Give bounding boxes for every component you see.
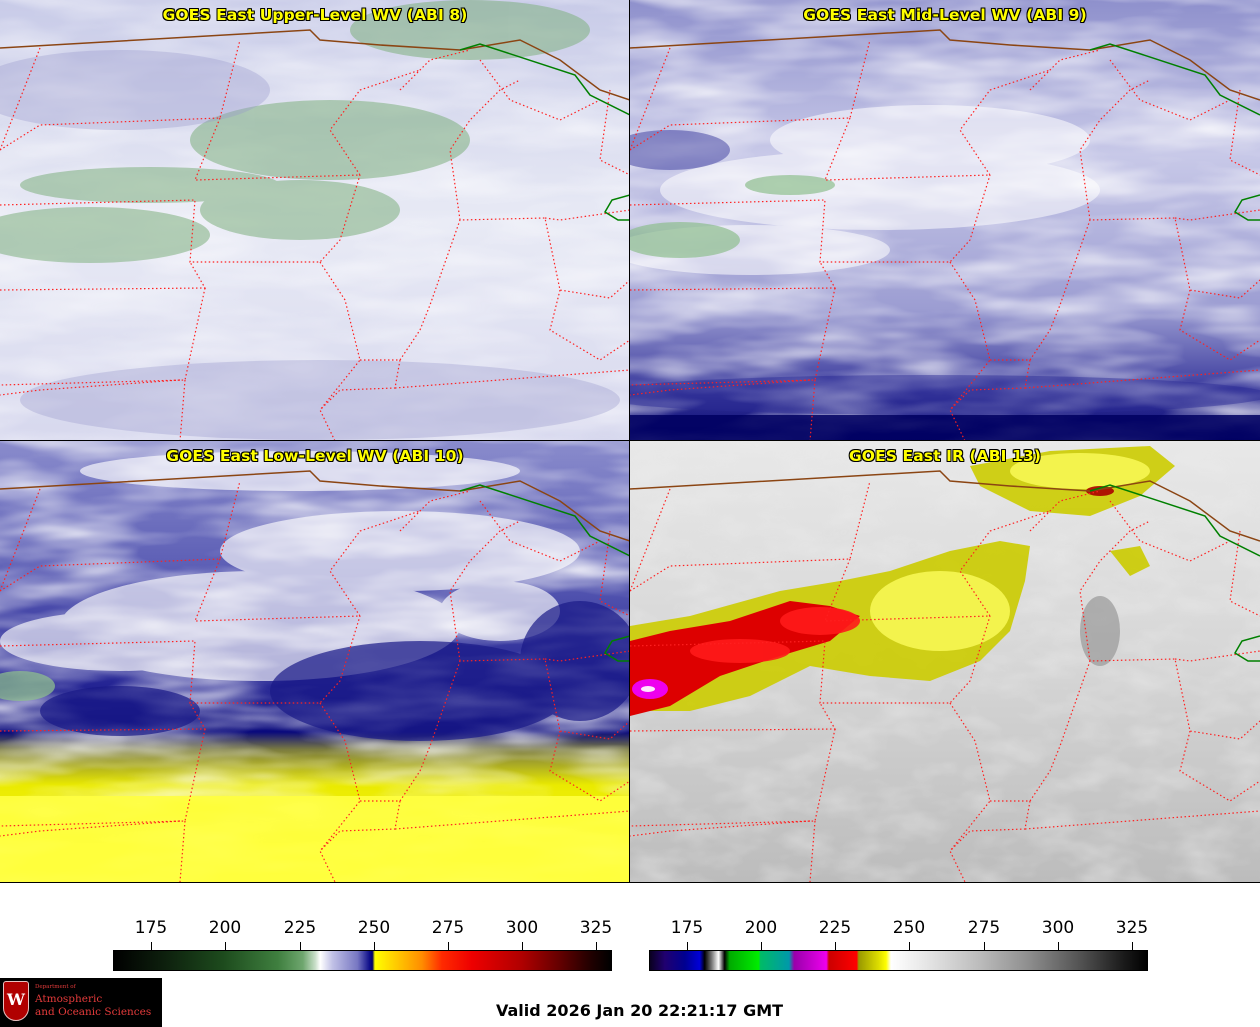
valid-time: Valid 2026 Jan 20 22:21:17 GMT [496, 1001, 784, 1020]
ir-image [630, 441, 1260, 882]
aos-logo: W Department of Atmospheric and Oceanic … [0, 978, 162, 1027]
colorbar-ir-tick-label: 200 [744, 918, 778, 938]
colorbar-tick-mark [596, 942, 597, 950]
colorbar-tick-mark [225, 942, 226, 950]
colorbar-wv-tick-label: 250 [357, 918, 391, 938]
colorbar-tick-mark [522, 942, 523, 950]
colorbar-ir-gradient [649, 950, 1148, 971]
logo-line-2: and Oceanic Sciences [35, 1006, 152, 1018]
colorbar-tick-mark [984, 942, 985, 950]
colorbar-tick-mark [761, 942, 762, 950]
low-level-wv-image [0, 441, 630, 882]
colorbar-tick-mark [909, 942, 910, 950]
colorbar-ir-ticks: 175 200 225 250 275 300 325 [649, 918, 1148, 952]
colorbar-ir-tick-label: 325 [1115, 918, 1149, 938]
upper-level-wv-image [0, 0, 630, 441]
colorbar-wv-ticks: 175 200 225 250 275 300 325 [113, 918, 612, 952]
logo-department-label: Department of [35, 984, 76, 990]
mid-level-wv-image [630, 0, 1260, 441]
panel-title: GOES East Upper-Level WV (ABI 8) [162, 6, 468, 24]
panel-title: GOES East IR (ABI 13) [848, 447, 1042, 465]
crest-letter: W [7, 990, 25, 1009]
colorbar-tick-mark [1058, 942, 1059, 950]
panel-low-level-wv: GOES East Low-Level WV (ABI 10) [0, 440, 631, 883]
colorbar-ir-tick-label: 225 [818, 918, 852, 938]
colorbar-wv-tick-label: 225 [283, 918, 317, 938]
panel-ir: GOES East IR (ABI 13) [629, 440, 1260, 883]
logo-line-1: Atmospheric [35, 993, 103, 1005]
colorbar-tick-mark [151, 942, 152, 950]
colorbar-wv-tick-label: 325 [579, 918, 613, 938]
panel-title: GOES East Low-Level WV (ABI 10) [166, 447, 464, 465]
panel-mid-level-wv: GOES East Mid-Level WV (ABI 9) [629, 0, 1260, 442]
colorbar-ir-tick-label: 275 [967, 918, 1001, 938]
colorbar-wv: 175 200 225 250 275 300 325 [113, 918, 612, 971]
uw-crest-icon: W [3, 981, 29, 1021]
colorbar-wv-tick-label: 300 [505, 918, 539, 938]
colorbar-wv-tick-label: 275 [431, 918, 465, 938]
colorbar-wv-tick-label: 175 [134, 918, 168, 938]
panel-title: GOES East Mid-Level WV (ABI 9) [803, 6, 1087, 24]
colorbar-tick-mark [300, 942, 301, 950]
colorbar-ir-tick-label: 250 [892, 918, 926, 938]
colorbar-tick-mark [687, 942, 688, 950]
colorbar-ir-tick-label: 175 [670, 918, 704, 938]
colorbar-ir-tick-label: 300 [1041, 918, 1075, 938]
panel-upper-level-wv: GOES East Upper-Level WV (ABI 8) [0, 0, 631, 442]
colorbar-tick-mark [835, 942, 836, 950]
colorbar-wv-gradient [113, 950, 612, 971]
colorbar-wv-tick-label: 200 [208, 918, 242, 938]
colorbar-tick-mark [1132, 942, 1133, 950]
colorbar-tick-mark [374, 942, 375, 950]
colorbar-tick-mark [448, 942, 449, 950]
colorbar-ir: 175 200 225 250 275 300 325 [649, 918, 1148, 971]
